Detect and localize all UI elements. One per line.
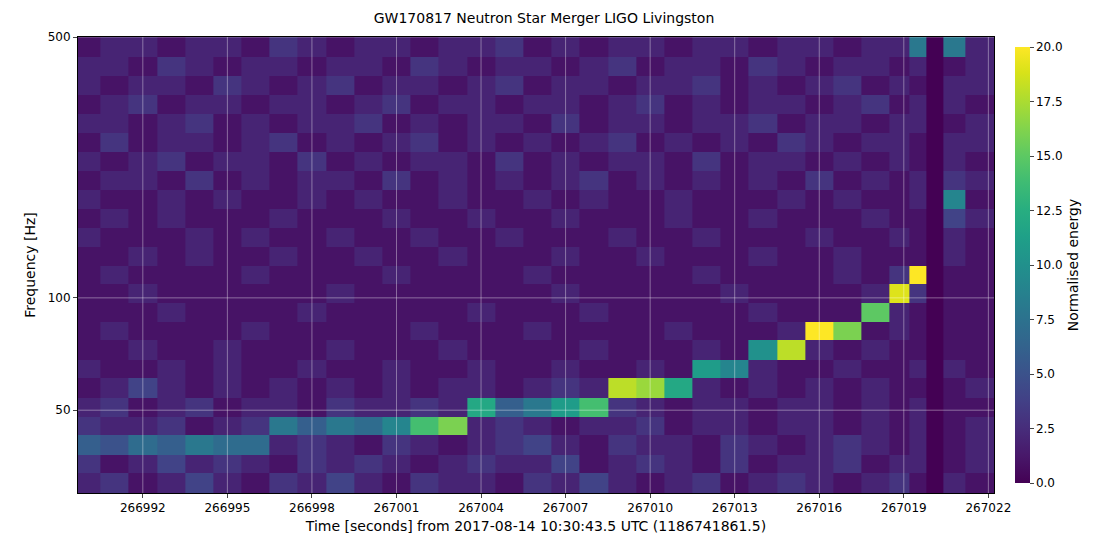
svg-text:15.0: 15.0 xyxy=(1036,149,1063,163)
svg-text:10.0: 10.0 xyxy=(1036,258,1063,272)
svg-text:267019: 267019 xyxy=(881,501,927,515)
svg-text:2.5: 2.5 xyxy=(1036,422,1055,436)
svg-text:267022: 267022 xyxy=(965,501,1011,515)
svg-text:7.5: 7.5 xyxy=(1036,313,1055,327)
svg-text:267004: 267004 xyxy=(458,501,504,515)
svg-text:267001: 267001 xyxy=(374,501,420,515)
svg-text:Frequency [Hz]: Frequency [Hz] xyxy=(22,212,38,318)
svg-text:500: 500 xyxy=(48,30,71,44)
svg-text:Normalised energy: Normalised energy xyxy=(1065,199,1081,332)
svg-text:267010: 267010 xyxy=(627,501,673,515)
svg-text:267016: 267016 xyxy=(796,501,842,515)
svg-text:5.0: 5.0 xyxy=(1036,367,1055,381)
svg-text:266995: 266995 xyxy=(204,501,250,515)
svg-text:100: 100 xyxy=(48,291,71,305)
svg-text:17.5: 17.5 xyxy=(1036,95,1063,109)
svg-text:20.0: 20.0 xyxy=(1036,40,1063,54)
svg-text:267007: 267007 xyxy=(543,501,589,515)
svg-text:12.5: 12.5 xyxy=(1036,204,1063,218)
svg-text:266992: 266992 xyxy=(120,501,166,515)
svg-text:50: 50 xyxy=(55,403,70,417)
svg-text:267013: 267013 xyxy=(712,501,758,515)
svg-text:0.0: 0.0 xyxy=(1036,476,1055,490)
svg-text:GW170817 Neutron Star Merger L: GW170817 Neutron Star Merger LIGO Living… xyxy=(374,10,715,26)
svg-text:266998: 266998 xyxy=(289,501,335,515)
svg-text:Time [seconds] from 2017-08-14: Time [seconds] from 2017-08-14 10:30:43.… xyxy=(305,518,766,534)
